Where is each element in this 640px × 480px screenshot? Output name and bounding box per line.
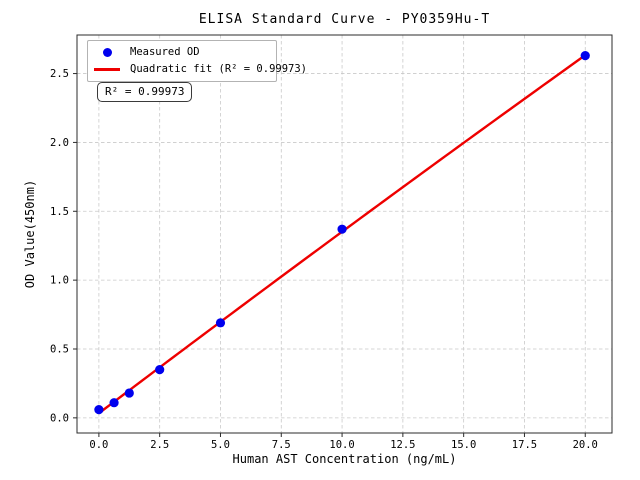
- x-axis-label: Human AST Concentration (ng/mL): [232, 452, 457, 466]
- data-point: [109, 398, 119, 408]
- y-tick-label: 1.5: [50, 206, 69, 218]
- x-tick-label: 7.5: [272, 439, 291, 451]
- r-squared-annotation: R² = 0.99973: [97, 82, 193, 102]
- legend-item-measured-od: Measured OD: [94, 46, 268, 58]
- data-point: [155, 365, 165, 375]
- y-tick-label: 0.5: [50, 343, 69, 355]
- data-point: [580, 51, 590, 61]
- x-tick-label: 12.5: [390, 439, 415, 451]
- plot-border: [76, 34, 613, 434]
- legend-item-quadratic-fit: Quadratic fit (R² = 0.99973): [94, 63, 307, 75]
- legend-label: Quadratic fit (R² = 0.99973): [130, 63, 308, 75]
- y-tick-label: 1.0: [50, 275, 69, 287]
- data-point: [124, 388, 134, 398]
- legend-marker-line: [94, 63, 120, 75]
- scatter-marker-icon: [102, 47, 112, 57]
- x-tick-label: 2.5: [150, 439, 169, 451]
- chart-title: ELISA Standard Curve - PY0359Hu-T: [198, 12, 491, 27]
- x-tick-label: 10.0: [329, 439, 354, 451]
- y-tick-label: 2.0: [50, 137, 69, 149]
- legend-marker-dot: [94, 46, 120, 58]
- data-point: [94, 404, 104, 415]
- y-tick-label: 0.0: [50, 412, 69, 424]
- x-tick-label: 15.0: [451, 439, 476, 451]
- x-tick-label: 5.0: [211, 439, 230, 451]
- x-tick-label: 17.5: [512, 439, 537, 451]
- data-point: [337, 224, 347, 234]
- y-axis-label: OD Value(450nm): [23, 179, 37, 289]
- x-tick-label: 0.0: [89, 439, 108, 451]
- data-point: [215, 318, 226, 328]
- x-tick-label: 20.0: [573, 439, 598, 451]
- y-tick-label: 2.5: [50, 68, 69, 80]
- legend-label: Measured OD: [130, 46, 200, 58]
- line-marker-icon: [94, 67, 120, 71]
- legend: Measured OD Quadratic fit (R² = 0.99973): [87, 40, 307, 82]
